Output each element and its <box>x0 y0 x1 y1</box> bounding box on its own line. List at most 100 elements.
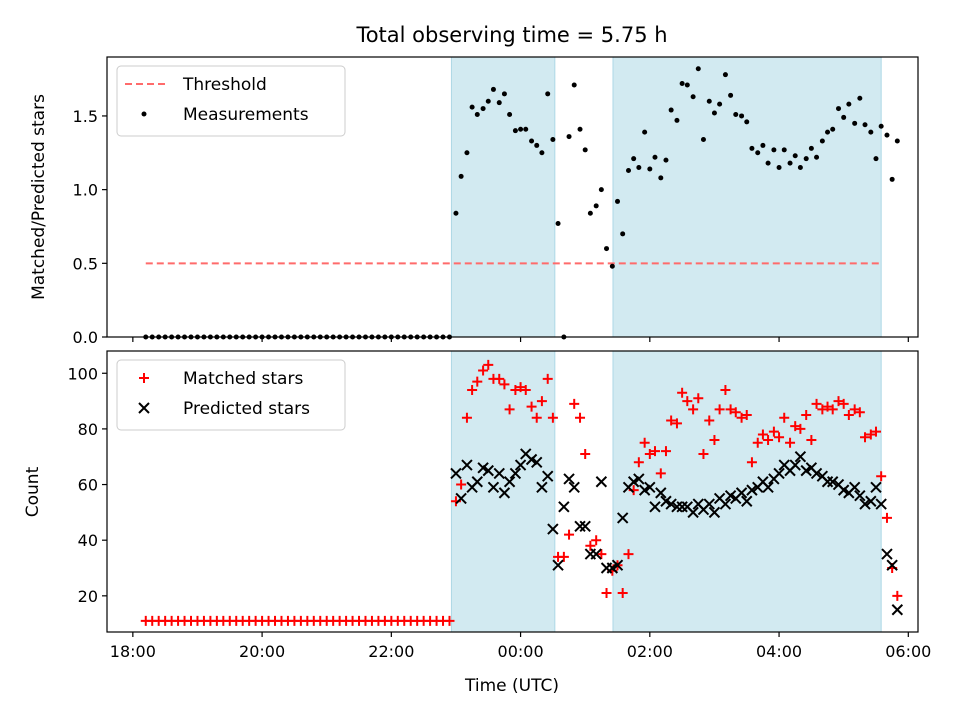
predicted-star-point <box>703 498 715 510</box>
predicted-star-point <box>611 559 624 571</box>
matched-star-point <box>633 457 644 468</box>
measurement-point <box>819 138 825 144</box>
measurement-point <box>647 166 653 172</box>
measurement-point <box>642 129 648 135</box>
matched-star-point <box>720 384 731 395</box>
measurement-point <box>496 100 502 106</box>
legend-measurements-swatch <box>141 111 147 117</box>
measurement-point <box>889 176 895 182</box>
measurement-point <box>545 91 551 97</box>
predicted-star-point <box>746 484 758 496</box>
predicted-star-point <box>649 501 661 513</box>
predicted-star-point <box>671 501 683 513</box>
predicted-star-point <box>848 481 861 494</box>
matched-star-point <box>838 398 849 409</box>
measurement-point <box>571 82 577 88</box>
measurement-point <box>830 126 836 132</box>
matched-star-point <box>515 382 526 393</box>
measurement-point <box>625 167 631 173</box>
matched-star-point <box>774 432 785 443</box>
matched-star-point <box>682 396 693 407</box>
measurement-point <box>717 101 723 107</box>
measurement-point <box>458 173 464 179</box>
x-tick-label: 04:00 <box>756 642 802 661</box>
predicted-star-point <box>616 512 629 524</box>
count-y-tick-label: 100 <box>67 364 98 383</box>
matched-star-point <box>456 479 467 490</box>
predicted-star-point <box>719 498 732 510</box>
predicted-star-point <box>542 470 554 482</box>
measurement-point <box>836 106 842 112</box>
measurement-point <box>841 114 847 120</box>
matched-star-point <box>564 529 575 540</box>
matched-star-point <box>725 404 736 415</box>
matched-star-point <box>601 588 612 599</box>
x-tick-label: 22:00 <box>368 642 414 661</box>
count-y-ticks: 20 40 60 80 100 <box>67 364 107 606</box>
matched-star-point <box>526 401 537 412</box>
predicted-star-point <box>450 467 462 480</box>
measurement-point <box>760 142 766 148</box>
predicted-star-point <box>821 476 834 488</box>
measurement-point <box>604 246 610 252</box>
predicted-star-point <box>590 548 602 560</box>
predicted-star-point <box>579 520 591 532</box>
measurement-point <box>674 117 680 123</box>
count-y-tick-label: 60 <box>78 476 98 495</box>
measurement-point <box>550 137 556 143</box>
legend-predicted-stars-swatch <box>138 402 150 414</box>
measurement-point <box>480 106 486 112</box>
legend-label-threshold: Threshold <box>182 75 267 95</box>
count-x-ticks: 18:00 20:00 22:00 00:00 02:00 04:00 06:00 <box>110 632 931 661</box>
measurement-point <box>453 210 459 216</box>
measurement-point <box>744 119 750 125</box>
matched-star-point <box>547 412 558 423</box>
matched-star-point <box>531 412 542 423</box>
legend-label-measurements: Measurements <box>183 105 309 125</box>
chart-title: Total observing time = 5.75 h <box>355 23 667 47</box>
matched-star-point <box>558 551 569 562</box>
measurement-point <box>507 111 513 117</box>
ratio-shaded-interval-2 <box>612 56 882 338</box>
measurement-point <box>464 150 470 156</box>
matched-star-point <box>504 404 515 415</box>
matched-star-point <box>483 359 494 370</box>
predicted-star-point <box>595 476 608 488</box>
measurement-point <box>679 81 685 87</box>
measurement-point <box>722 72 728 78</box>
matched-star-point <box>698 448 709 459</box>
measurement-point <box>700 137 706 143</box>
measurement-point <box>684 82 690 88</box>
measurement-point <box>695 66 701 72</box>
ratio-y-ticks: 0.0 0.5 1.0 1.5 <box>73 107 107 347</box>
ratio-y-tick-label: 1.0 <box>73 181 98 200</box>
matched-star-point <box>763 435 774 446</box>
measurement-point <box>658 175 664 181</box>
measurement-point <box>749 145 755 151</box>
measurement-point <box>539 150 545 156</box>
count-panel: 20 40 60 80 100 18:00 20:00 22:00 00:00 02:00 04:… <box>23 350 931 696</box>
matched-star-point <box>617 588 628 599</box>
measurement-point <box>868 129 874 135</box>
matched-star-point <box>827 404 838 415</box>
predicted-star-point <box>870 481 882 494</box>
predicted-star-point <box>665 498 677 510</box>
predicted-star-point <box>633 473 645 485</box>
matched-star-point <box>881 512 892 523</box>
predicted-star-point <box>568 481 580 494</box>
count-series <box>140 359 904 626</box>
measurement-point <box>825 129 831 135</box>
predicted-star-point <box>687 506 699 519</box>
count-legend: Matched stars Predicted stars <box>116 359 346 431</box>
measurement-point <box>690 94 696 100</box>
predicted-star-point <box>826 476 839 488</box>
ratio-legend: Threshold Measurements <box>116 65 346 137</box>
measurement-point <box>582 147 588 153</box>
predicted-star-point <box>886 559 898 571</box>
count-series-predicted-stars <box>450 448 904 616</box>
predicted-star-point <box>773 467 785 480</box>
measurement-point <box>512 128 518 134</box>
measurement-point <box>474 111 480 117</box>
matched-star-point <box>870 426 881 437</box>
